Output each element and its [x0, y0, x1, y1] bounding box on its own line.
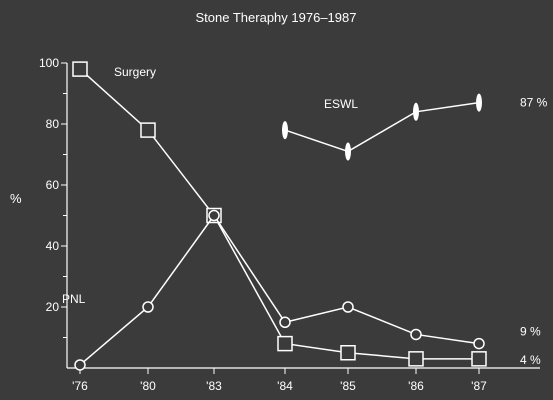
series-surgery — [72, 61, 487, 367]
data-point-eswl — [413, 102, 419, 121]
data-point-eswl — [476, 93, 482, 112]
data-point-pnl — [279, 316, 291, 328]
y-tick-label: 60 — [46, 178, 60, 192]
data-point-pnl — [74, 359, 86, 371]
x-tick-label: '80 — [140, 379, 156, 393]
x-tick-label: '76 — [72, 379, 88, 393]
end-label-surgery: 4 % — [520, 353, 541, 367]
y-tick-label: 20 — [46, 300, 60, 314]
series-name-eswl: ESWL — [324, 97, 358, 111]
data-point-pnl — [473, 337, 485, 350]
axes: 20 40 60 80 100 '76 '80 '83 '84 '85 '86 '87 — [39, 56, 540, 393]
data-point-eswl — [345, 142, 351, 161]
series-name-surgery: Surgery — [114, 65, 156, 79]
data-point-surgery — [277, 335, 293, 352]
series-layer — [72, 61, 487, 371]
data-point-pnl — [208, 209, 220, 222]
end-label-pnl: 9 % — [520, 325, 541, 339]
y-tick-label: 100 — [39, 56, 59, 70]
data-point-surgery — [408, 351, 424, 367]
chart-title: Stone Theraphy 1976–1987 — [196, 10, 357, 25]
data-point-surgery — [471, 351, 487, 367]
data-point-surgery — [340, 345, 356, 361]
y-axis-label: % — [10, 191, 22, 206]
series-line-eswl — [284, 101, 480, 153]
x-tick-label: '86 — [408, 379, 424, 393]
x-tick-label: '84 — [277, 379, 293, 393]
series-eswl — [282, 93, 482, 161]
data-point-surgery — [140, 122, 156, 138]
y-tick-label: 80 — [46, 117, 60, 131]
series-line-surgery — [79, 68, 479, 360]
x-tick-label: '87 — [471, 379, 487, 393]
x-tick-label: '83 — [206, 379, 222, 393]
series-name-pnl: PNL — [62, 292, 86, 306]
data-point-pnl — [410, 328, 422, 341]
series-pnl — [74, 209, 485, 371]
series-labels: 4 % 9 % 87 % Surgery PNL ESWL — [62, 65, 548, 367]
data-point-pnl — [142, 301, 154, 313]
x-tick-label: '85 — [340, 379, 356, 393]
y-tick-label: 40 — [46, 239, 60, 253]
data-point-surgery — [72, 61, 88, 77]
end-label-eswl: 87 % — [520, 96, 548, 110]
data-point-eswl — [282, 121, 288, 140]
data-point-pnl — [342, 301, 354, 313]
